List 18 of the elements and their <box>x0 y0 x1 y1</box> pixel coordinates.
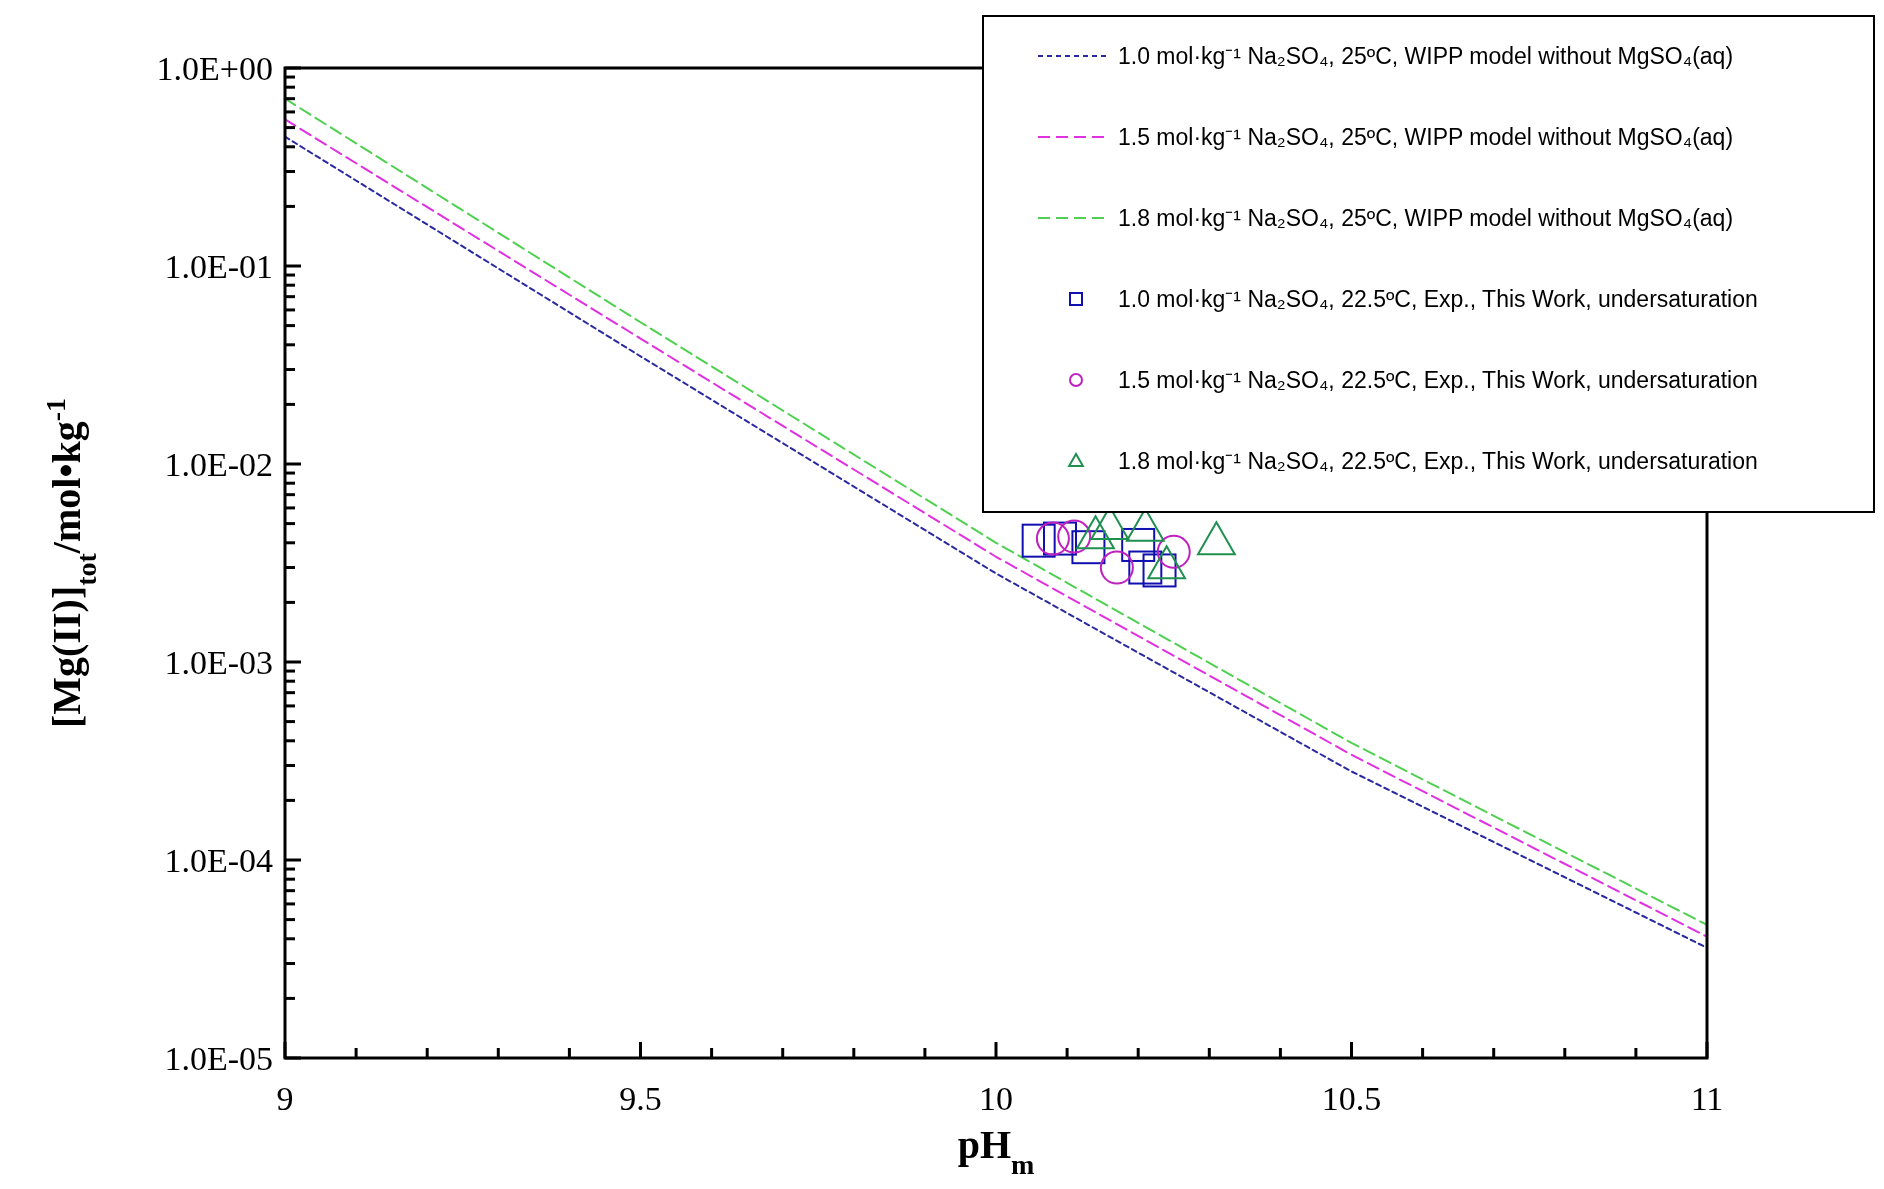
y-tick-label: 1.0E-04 <box>164 841 273 879</box>
y-tick-label: 1.0E+00 <box>156 49 273 87</box>
legend-label: 1.8 mol·kg⁻¹ Na₂SO₄, 22.5ºC, Exp., This Work, undersaturation <box>1118 448 1758 475</box>
x-tick-label: 11 <box>1690 1080 1724 1117</box>
x-tick-label: 10 <box>979 1080 1013 1117</box>
y-tick-label: 1.0E-05 <box>164 1039 273 1077</box>
legend-label: 1.5 mol·kg⁻¹ Na₂SO₄, 25ºC, WIPP model without MgSO₄(aq) <box>1118 124 1734 151</box>
legend-label: 1.0 mol·kg⁻¹ Na₂SO₄, 25ºC, WIPP model without MgSO₄(aq) <box>1118 43 1734 70</box>
legend-label: 1.8 mol·kg⁻¹ Na₂SO₄, 25ºC, WIPP model without MgSO₄(aq) <box>1118 205 1734 232</box>
x-tick-label: 10.5 <box>1321 1080 1382 1117</box>
y-tick-label: 1.0E-01 <box>164 247 273 285</box>
y-tick-label: 1.0E-03 <box>164 643 273 681</box>
legend-label: 1.0 mol·kg⁻¹ Na₂SO₄, 22.5ºC, Exp., This Work, undersaturation <box>1118 286 1758 313</box>
x-tick-label: 9 <box>276 1080 294 1117</box>
legend-label: 1.5 mol·kg⁻¹ Na₂SO₄, 22.5ºC, Exp., This Work, undersaturation <box>1118 367 1758 394</box>
x-tick-label: 9.5 <box>619 1080 662 1117</box>
x-axis-title: pH$_{m}$ <box>957 1122 1035 1180</box>
y-tick-label: 1.0E-02 <box>164 445 273 483</box>
